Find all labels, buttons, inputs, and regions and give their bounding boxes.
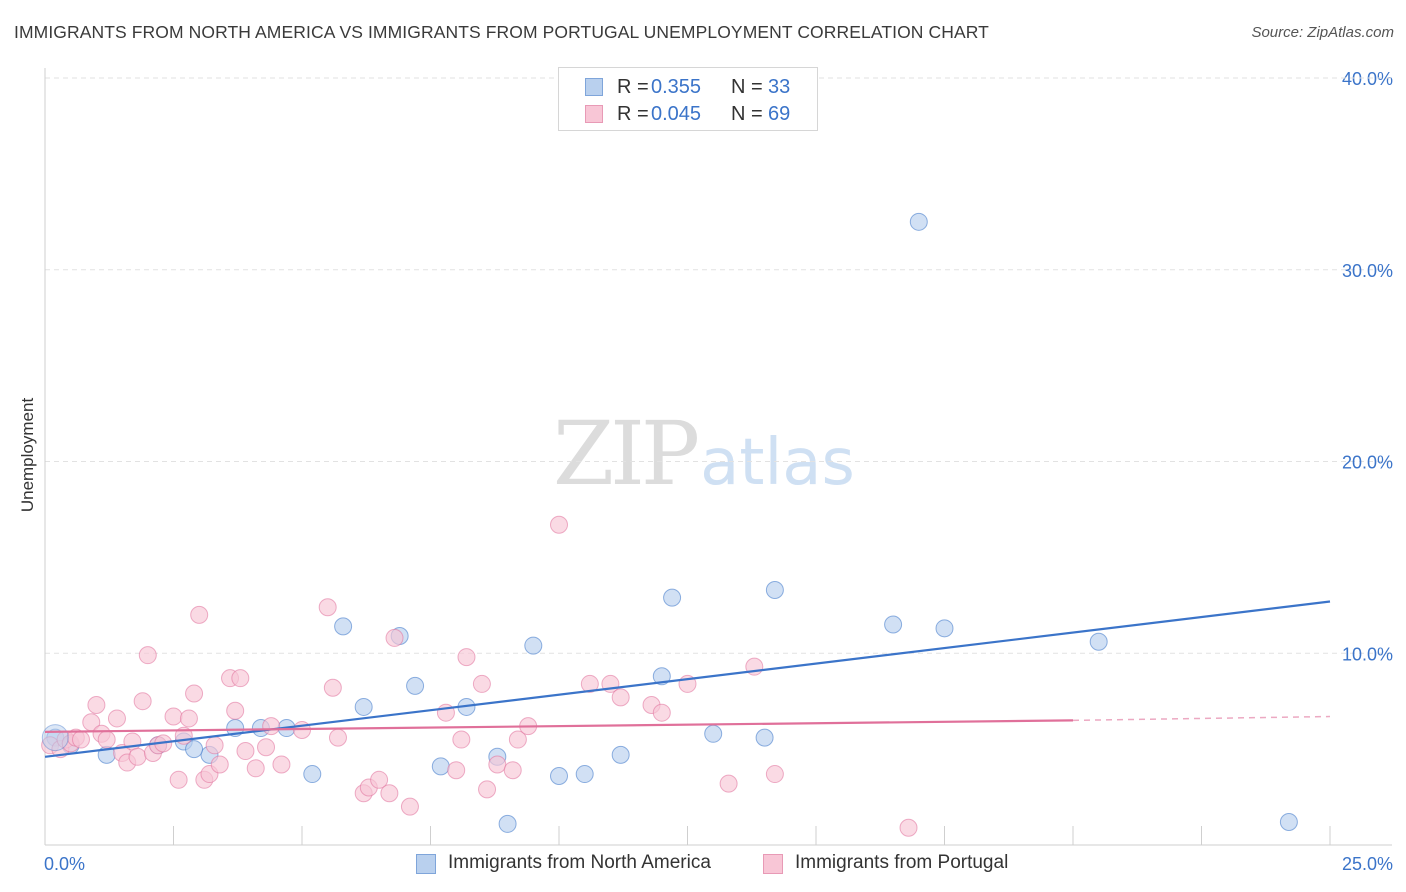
bottom-legend-swatch-north-america [416, 854, 436, 874]
correlation-legend: R = 0.355 N = 33 R = 0.045 N = 69 [558, 67, 818, 131]
data-point-portugal [385, 628, 404, 647]
y-tick-label: 10.0% [1342, 644, 1393, 664]
bottom-legend-swatch-portugal [763, 854, 783, 874]
data-point-north-america [755, 728, 774, 747]
data-point-portugal [899, 818, 918, 837]
data-point-portugal [169, 770, 188, 789]
y-tick-label: 30.0% [1342, 261, 1393, 281]
data-point-portugal [503, 761, 522, 780]
data-point-portugal [380, 784, 399, 803]
data-point-portugal [478, 780, 497, 799]
data-point-portugal [164, 707, 183, 726]
trend-line-extension-portugal [1072, 715, 1331, 722]
data-point-portugal [133, 692, 152, 711]
legend-r-value: 0.355 [651, 76, 702, 98]
data-point-portugal [765, 765, 784, 784]
data-point-portugal [179, 709, 198, 728]
bottom-legend-label-north-america: Immigrants from North America [448, 852, 711, 873]
trend-line-portugal [44, 719, 1074, 733]
data-point-north-america [524, 636, 543, 655]
y-tick-label: 20.0% [1342, 453, 1393, 473]
data-point-portugal [231, 669, 250, 688]
data-point-portugal [580, 674, 599, 693]
data-point-portugal [508, 730, 527, 749]
bottom-legend-label-portugal: Immigrants from Portugal [795, 852, 1009, 873]
data-point-portugal [488, 755, 507, 774]
legend-r-value: 0.045 [651, 103, 702, 125]
data-point-north-america [498, 814, 517, 833]
data-point-portugal [262, 717, 281, 736]
data-point-portugal [246, 759, 265, 778]
data-point-north-america [303, 765, 322, 784]
data-point-portugal [236, 742, 255, 761]
data-point-north-america [354, 697, 373, 716]
legend-r-label: R = [617, 76, 649, 98]
data-point-portugal [185, 684, 204, 703]
data-point-portugal [107, 709, 126, 728]
data-point-portugal [611, 688, 630, 707]
data-point-north-america [1089, 632, 1108, 651]
data-point-portugal [328, 728, 347, 747]
data-point-portugal [257, 738, 276, 757]
x-tick-label: 25.0% [1342, 854, 1393, 874]
data-point-portugal [71, 730, 90, 749]
data-point-portugal [472, 674, 491, 693]
y-axis-label: Unemployment [18, 397, 37, 513]
legend-n-label: N = [731, 76, 763, 98]
data-point-north-america [765, 580, 784, 599]
data-point-north-america [704, 724, 723, 743]
data-point-portugal [128, 747, 147, 766]
data-point-portugal [447, 761, 466, 780]
data-point-north-america [909, 212, 928, 231]
data-point-portugal [138, 646, 157, 665]
legend-swatch-portugal [585, 105, 603, 123]
data-point-portugal [400, 797, 419, 816]
data-point-north-america [1279, 812, 1298, 831]
data-point-portugal [226, 701, 245, 720]
data-point-north-america [884, 615, 903, 634]
data-point-portugal [719, 774, 738, 793]
y-tick-label: 40.0% [1342, 69, 1393, 89]
data-point-portugal [652, 703, 671, 722]
data-point-north-america [575, 765, 594, 784]
legend-n-value: 33 [768, 76, 791, 98]
data-point-portugal [318, 598, 337, 617]
data-point-north-america [431, 757, 450, 776]
legend-n-value: 69 [768, 103, 791, 125]
data-point-portugal [97, 730, 116, 749]
data-point-portugal [452, 730, 471, 749]
trend-line-north-america [44, 600, 1331, 758]
data-point-portugal [190, 605, 209, 624]
legend-swatch-north-america [585, 78, 603, 96]
data-point-north-america [652, 667, 671, 686]
data-point-north-america [334, 617, 353, 636]
data-point-portugal [457, 648, 476, 667]
data-point-portugal [550, 515, 568, 534]
data-point-north-america [611, 745, 630, 764]
data-point-portugal [87, 696, 106, 715]
data-point-north-america [935, 619, 954, 638]
data-point-north-america [41, 724, 69, 752]
data-point-north-america [185, 740, 204, 759]
legend-r-label: R = [617, 103, 649, 125]
data-point-portugal [370, 770, 389, 789]
chart-title: IMMIGRANTS FROM NORTH AMERICA VS IMMIGRA… [14, 22, 989, 42]
data-point-portugal [210, 755, 229, 774]
legend-n-label: N = [731, 103, 763, 125]
data-point-portugal [205, 736, 224, 755]
data-point-portugal [272, 755, 291, 774]
data-point-north-america [663, 588, 682, 607]
source-label: Source: ZipAtlas.com [1251, 24, 1394, 41]
x-tick-label: 0.0% [44, 854, 85, 874]
data-point-north-america [406, 676, 425, 695]
data-point-north-america [550, 766, 568, 785]
data-point-portugal [323, 678, 342, 697]
